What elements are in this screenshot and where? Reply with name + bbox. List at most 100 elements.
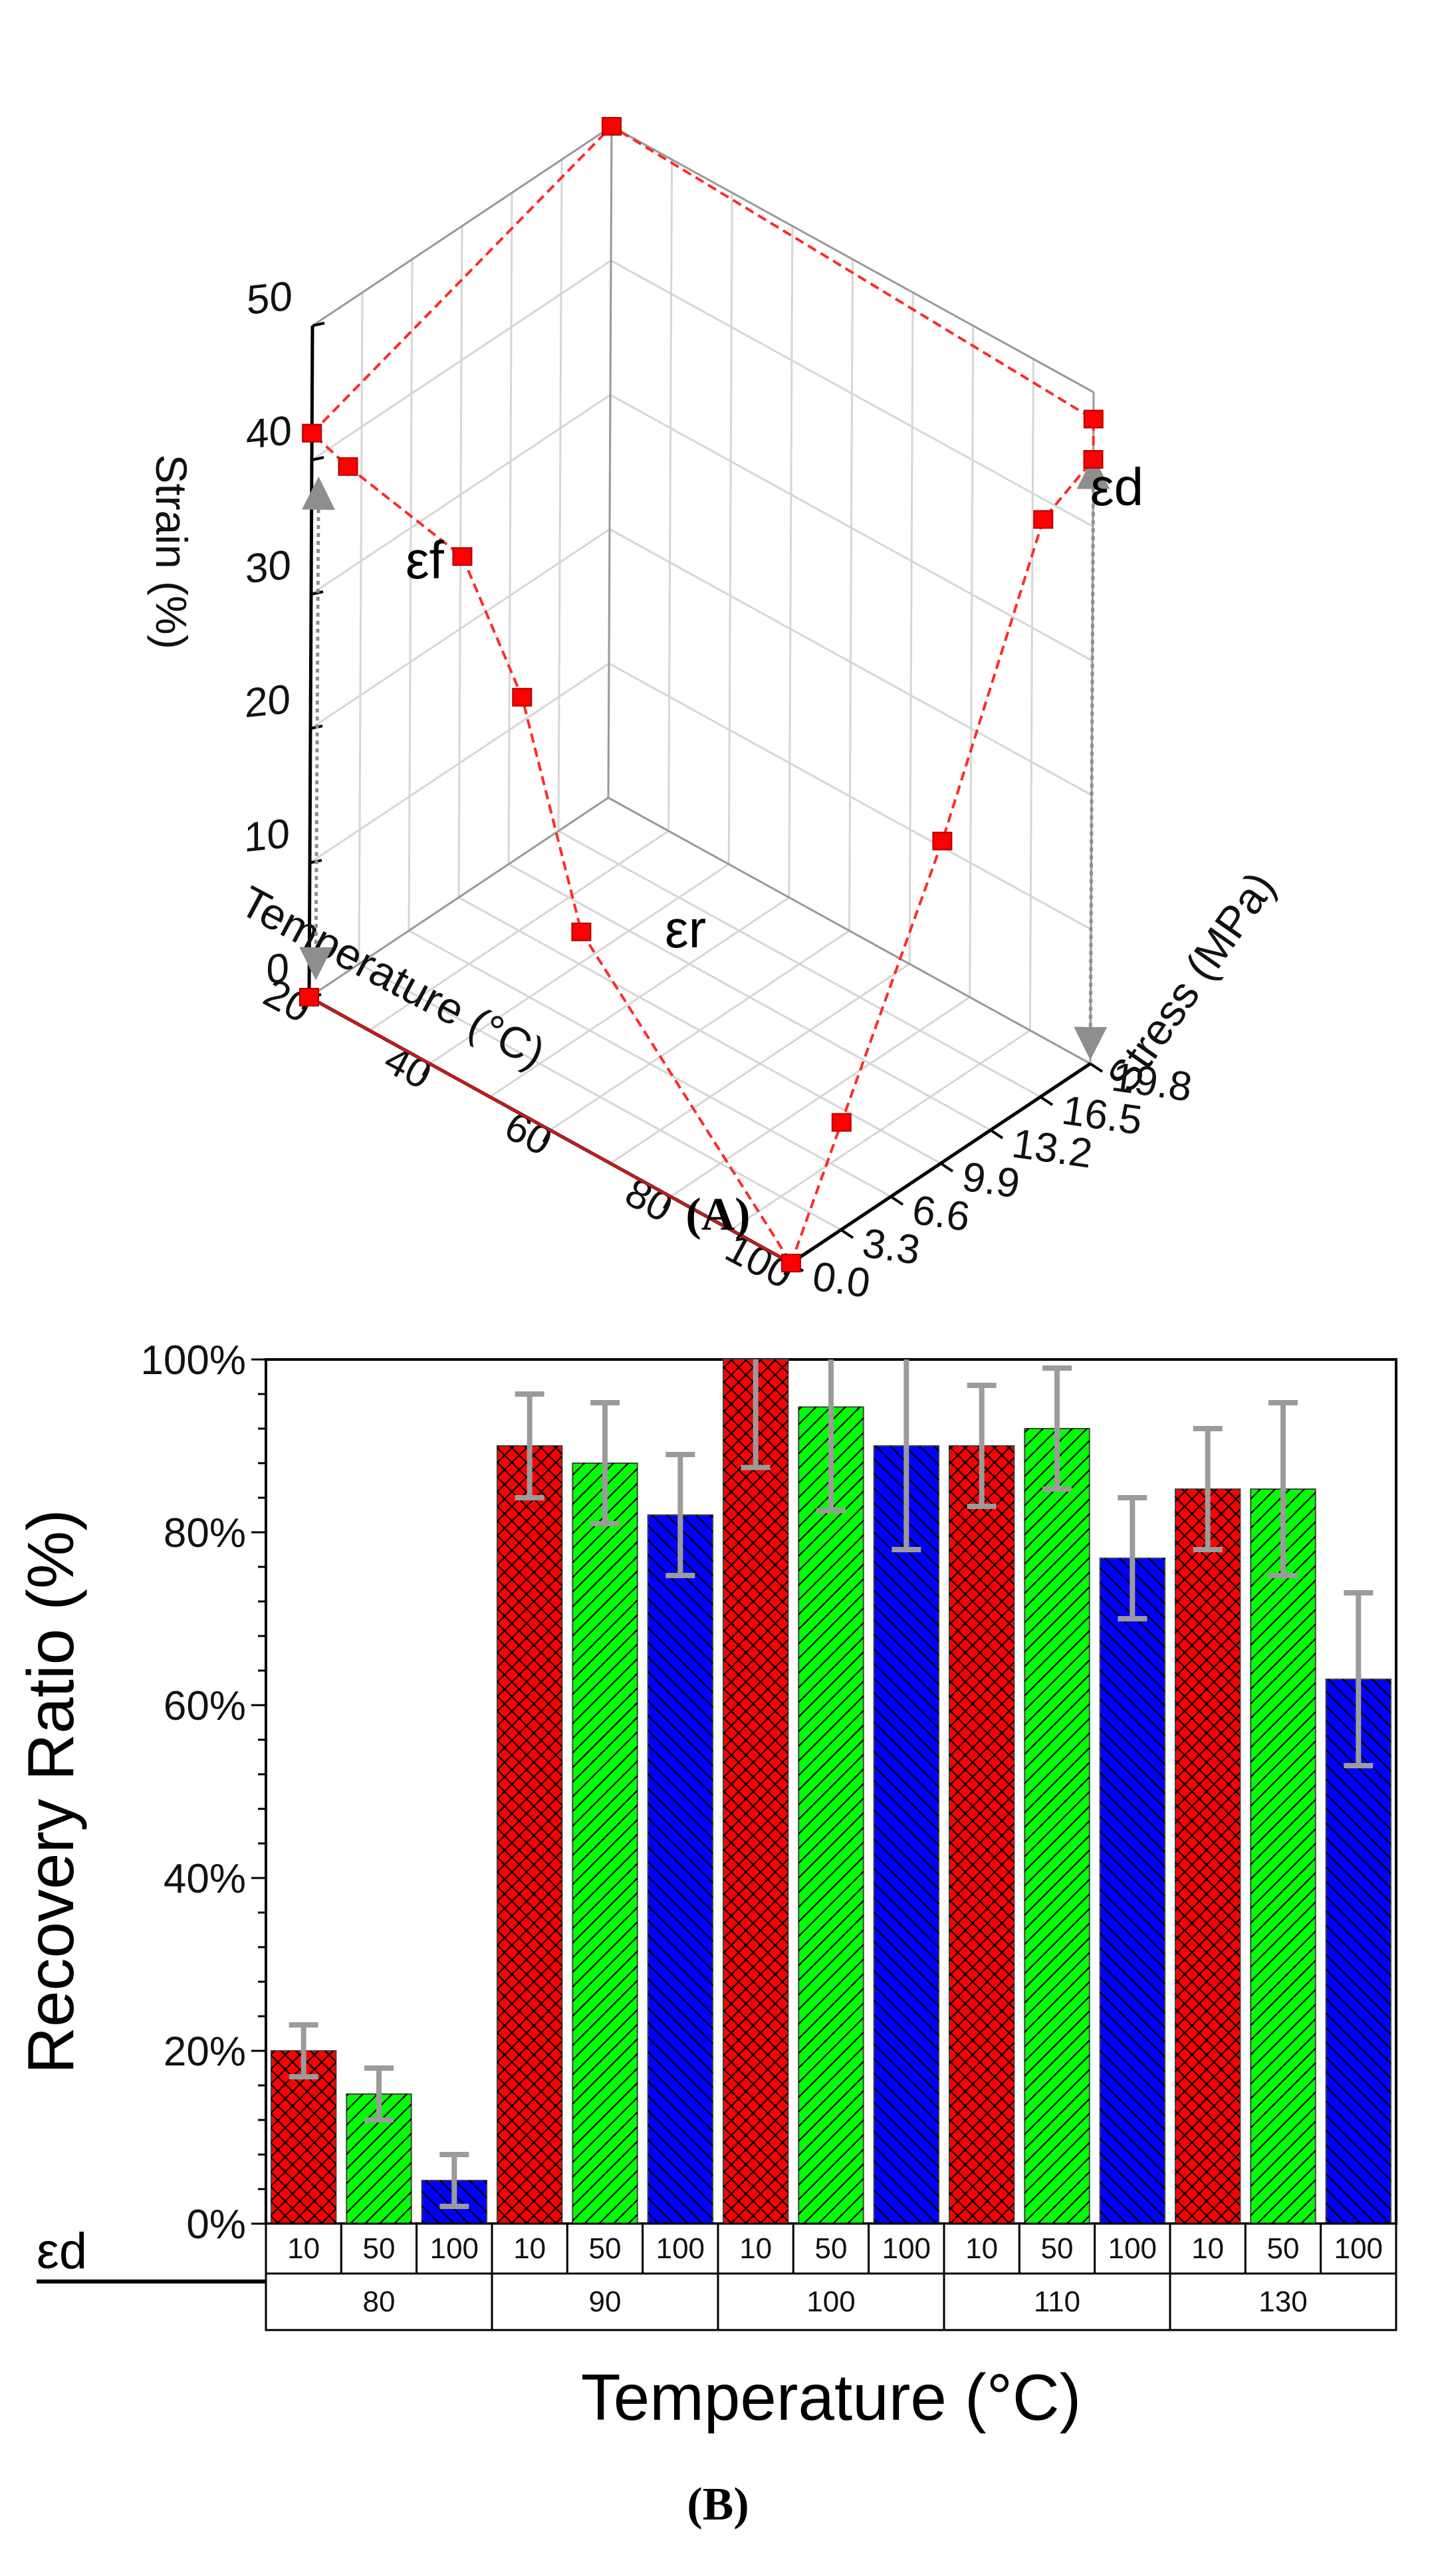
strain-tick-label: 20 bbox=[245, 676, 291, 727]
subcategory-label: 50 bbox=[1267, 2232, 1300, 2265]
strain-axis-title: Strain (%) bbox=[147, 454, 196, 649]
wall-gridline bbox=[609, 528, 1092, 796]
group-label: 110 bbox=[1034, 2285, 1080, 2318]
stress-tick-label: 9.9 bbox=[959, 1154, 1022, 1207]
subcategory-cell bbox=[1244, 2222, 1322, 2275]
group-cell bbox=[717, 2272, 945, 2331]
stress-tick bbox=[890, 1195, 904, 1206]
wall-gridline bbox=[610, 259, 1094, 528]
bars bbox=[270, 1359, 1392, 2224]
wall-gridline bbox=[908, 292, 914, 965]
y-tick-label: 100% bbox=[140, 1338, 246, 1383]
temperature-tick bbox=[542, 1129, 552, 1143]
subcategory-label: 50 bbox=[815, 2232, 848, 2265]
eps-d-annotation: εd bbox=[1090, 457, 1143, 517]
data-point bbox=[602, 117, 622, 136]
wall-gridline bbox=[358, 292, 364, 965]
group-cell bbox=[943, 2272, 1171, 2331]
subcategory-cell bbox=[1094, 2222, 1171, 2275]
eps-d-row-label: εd bbox=[37, 2223, 87, 2280]
subcategory-label: 10 bbox=[965, 2232, 998, 2265]
subcategory-label: 100 bbox=[430, 2232, 479, 2265]
stress-tick-label: 13.2 bbox=[1009, 1121, 1095, 1177]
bar-hatch bbox=[572, 1463, 638, 2224]
eps-f-arrow bbox=[299, 476, 335, 981]
wall-gridline bbox=[1028, 358, 1034, 1031]
strain-tick bbox=[312, 322, 325, 327]
panel-b-label: (B) bbox=[687, 2479, 749, 2530]
floor-gridline bbox=[408, 929, 892, 1198]
wall-gridline bbox=[310, 394, 611, 596]
eps-f-annotation: εf bbox=[406, 530, 445, 590]
subcategory-label: 50 bbox=[589, 2232, 622, 2265]
wall-gridline bbox=[667, 159, 673, 832]
subcategory-cell bbox=[717, 2222, 794, 2275]
group-cell bbox=[1169, 2272, 1397, 2331]
subcategory-label: 50 bbox=[363, 2232, 396, 2265]
data-point bbox=[452, 547, 473, 566]
panel-a-label: (A) bbox=[685, 1189, 750, 1240]
y-axis-title: Recovery Ratio (%) bbox=[14, 1509, 87, 2074]
temperature-tick-label: 80 bbox=[618, 1169, 679, 1231]
group-label: 80 bbox=[363, 2285, 396, 2318]
bar-hatch bbox=[1251, 1489, 1316, 2224]
stress-tick bbox=[939, 1162, 954, 1173]
wall-gridline bbox=[610, 394, 1093, 662]
subcategory-label: 100 bbox=[882, 2232, 931, 2265]
wall-gridline bbox=[788, 225, 794, 898]
data-point bbox=[302, 423, 322, 443]
subcategory-cell bbox=[265, 2222, 342, 2275]
subcategory-label: 10 bbox=[739, 2232, 772, 2265]
strain-tick bbox=[311, 456, 324, 461]
strain-arrows bbox=[299, 455, 1110, 1060]
baseline-point bbox=[781, 1254, 801, 1272]
eps-r-annotation: εr bbox=[665, 899, 706, 959]
box-edge bbox=[308, 796, 609, 998]
wall-gridline bbox=[311, 259, 612, 461]
box-edge bbox=[607, 126, 613, 798]
bar-hatch bbox=[949, 1446, 1015, 2224]
box-edge bbox=[312, 125, 612, 327]
group-label: 100 bbox=[806, 2285, 855, 2318]
baseline-point bbox=[299, 988, 319, 1006]
temperature-tick-label: 60 bbox=[497, 1103, 559, 1165]
stress-tick-label: 3.3 bbox=[860, 1221, 923, 1274]
data-point bbox=[831, 1113, 852, 1132]
floor-gridline bbox=[508, 863, 991, 1131]
wall-gridline bbox=[310, 528, 610, 730]
bar-hatch bbox=[1175, 1489, 1241, 2224]
baseline-line bbox=[308, 996, 792, 1264]
subcategory-label: 100 bbox=[1334, 2232, 1383, 2265]
bar-hatch bbox=[1326, 1679, 1391, 2224]
bar-hatch bbox=[271, 2051, 336, 2224]
data-point bbox=[932, 832, 953, 851]
stress-tick-label: 16.5 bbox=[1059, 1088, 1145, 1144]
wall-gridline bbox=[608, 662, 1092, 931]
strain-tick-label: 50 bbox=[247, 273, 293, 324]
stress-tick bbox=[1039, 1096, 1054, 1106]
subcategory-cell bbox=[943, 2222, 1020, 2275]
group-label: 130 bbox=[1258, 2285, 1307, 2318]
category-table: 10 50 100 80 10 50 100 90 10 50 100 100 10 50 100 110 10… bbox=[265, 2222, 1397, 2331]
y-axis-ticks: 0% 20% 40% 60% 80% 100% bbox=[140, 1338, 266, 2248]
floor-gridline bbox=[458, 896, 941, 1165]
wall-gridline bbox=[408, 259, 414, 931]
subcategory-cell bbox=[642, 2222, 719, 2275]
bar-hatch bbox=[874, 1446, 939, 2224]
bar-hatch bbox=[1100, 1558, 1165, 2224]
3d-gridlines bbox=[308, 125, 1095, 1264]
data-point bbox=[512, 687, 533, 707]
bar-hatch bbox=[1024, 1429, 1090, 2224]
subcategory-cell bbox=[868, 2222, 945, 2275]
box-edge bbox=[608, 796, 1091, 1065]
group-cell bbox=[491, 2272, 719, 2331]
data-point bbox=[1083, 450, 1104, 469]
wall-gridline bbox=[727, 192, 733, 865]
wall-gridline bbox=[848, 259, 854, 931]
stress-tick bbox=[989, 1129, 1004, 1139]
subcategory-label: 10 bbox=[513, 2232, 546, 2265]
subcategory-label: 100 bbox=[656, 2232, 705, 2265]
panel-b-bar-chart: 0% 20% 40% 60% 80% 100% 10 50 100 80 10 50 100 90 10 5… bbox=[14, 1338, 1397, 2530]
